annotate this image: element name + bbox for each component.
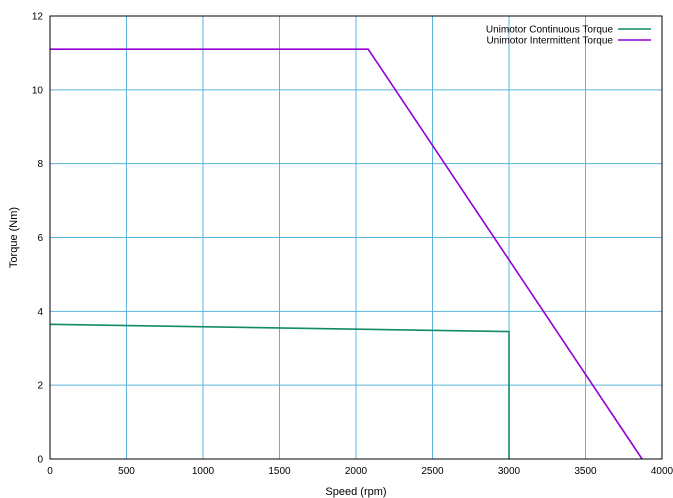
y-axis-label: Torque (Nm) <box>8 207 20 268</box>
y-tick-label: 8 <box>37 159 43 170</box>
legend-label: Unimotor Continuous Torque <box>486 25 614 36</box>
y-tick-labels: 0 2 4 6 8 10 12 <box>32 12 44 466</box>
legend-label: Unimotor Intermittent Torque <box>486 36 613 47</box>
series-line-2 <box>50 48 643 460</box>
series-layer <box>49 48 643 460</box>
x-tick-label: 500 <box>118 466 135 477</box>
x-tick-label: 4000 <box>651 466 673 477</box>
y-tick-label: 6 <box>37 233 43 244</box>
y-tick-label: 4 <box>37 307 43 318</box>
x-tick-label: 2500 <box>421 466 444 477</box>
x-tick-label: 1000 <box>192 466 215 477</box>
x-tick-labels: 0 500 1000 1500 2000 2500 3000 3500 4000 <box>47 466 673 477</box>
plot-frame <box>49 15 663 460</box>
y-tick-label: 2 <box>37 381 43 392</box>
x-axis-label: Speed (rpm) <box>325 486 386 498</box>
x-tick-label: 1500 <box>268 466 291 477</box>
x-tick-label: 2000 <box>345 466 368 477</box>
grid-lines <box>50 16 662 459</box>
x-tick-label: 3500 <box>574 466 597 477</box>
series-line-1 <box>49 323 510 459</box>
y-tick-label: 12 <box>32 12 44 23</box>
y-tick-label: 10 <box>32 85 44 96</box>
x-tick-label: 3000 <box>498 466 521 477</box>
x-tick-label: 0 <box>47 466 53 477</box>
y-tick-label: 0 <box>37 455 43 466</box>
